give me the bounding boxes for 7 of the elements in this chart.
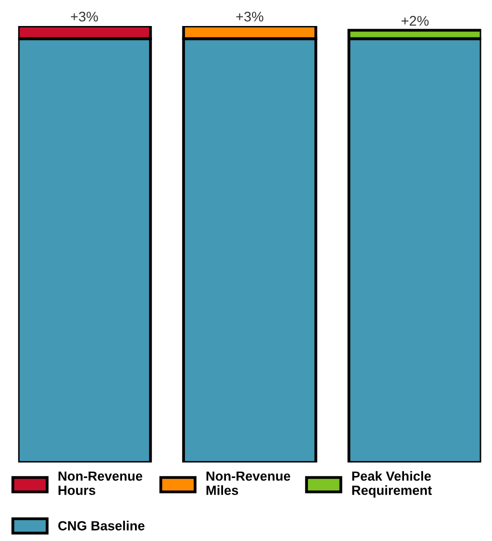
data-label: +2% — [402, 16, 429, 26]
legend-label: Non-Revenue Miles — [206, 472, 290, 495]
data-label: +3% — [70, 12, 98, 22]
legend-label: Peak Vehicle Requirement — [352, 471, 432, 498]
data-label: +3% — [236, 12, 264, 22]
legend-label: Non-Revenue Hours — [58, 472, 142, 495]
legend-label: CNG Baseline — [58, 520, 145, 530]
